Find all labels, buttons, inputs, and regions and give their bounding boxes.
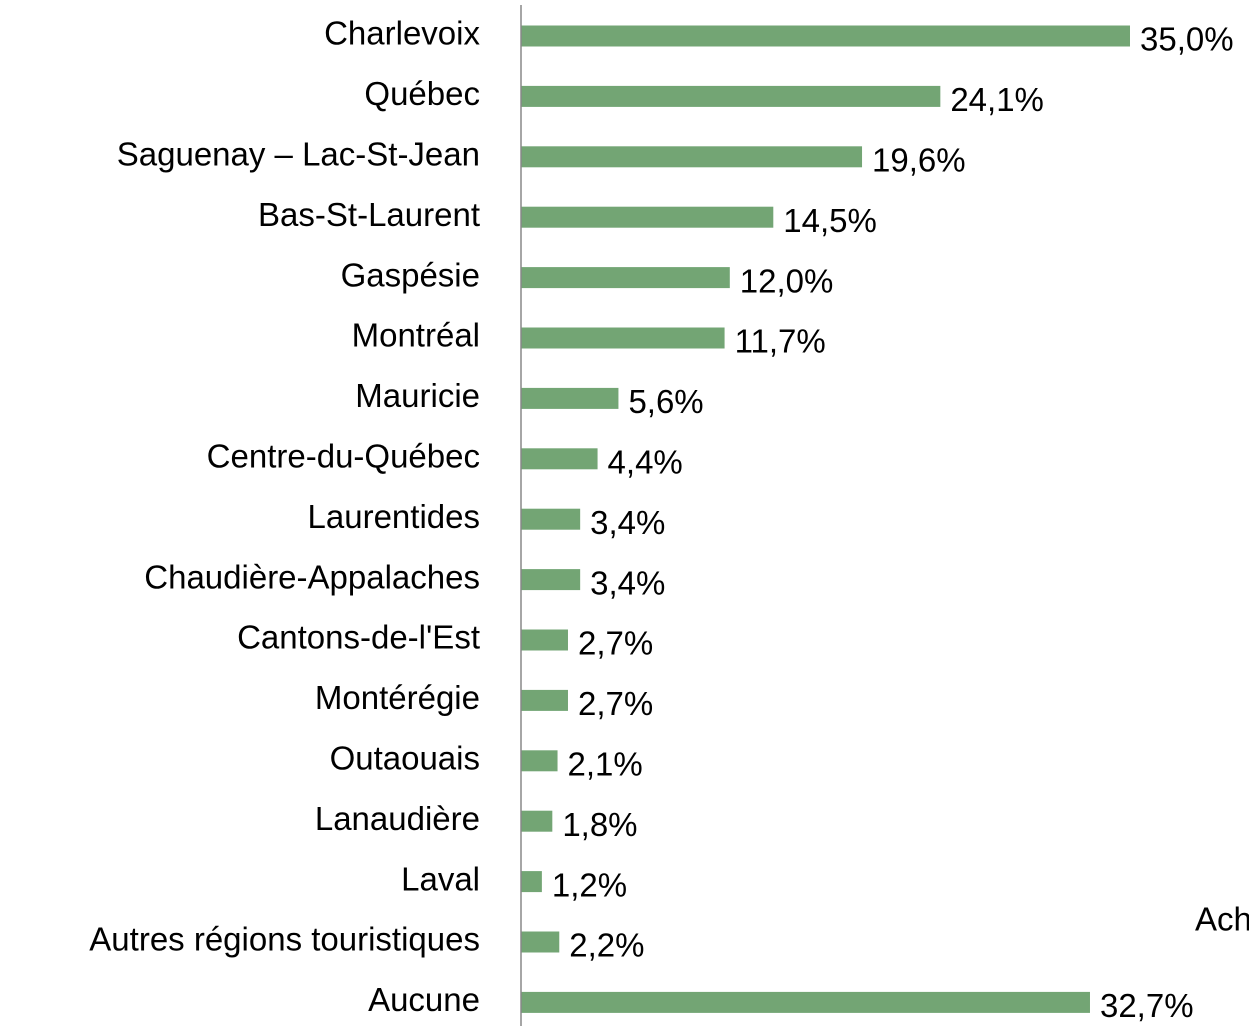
category-label: Québec bbox=[364, 75, 480, 112]
value-label: 3,4% bbox=[590, 564, 665, 601]
category-label: Aucune bbox=[368, 981, 480, 1018]
bar bbox=[521, 750, 558, 772]
category-label: Bas-St-Laurent bbox=[258, 196, 480, 233]
value-label: 2,7% bbox=[578, 685, 653, 722]
bar bbox=[521, 387, 619, 409]
category-label: Laval bbox=[401, 860, 480, 897]
value-label: 14,5% bbox=[783, 202, 877, 239]
category-label: Lanaudière bbox=[315, 800, 480, 837]
bar bbox=[521, 206, 774, 228]
category-label: Laurentides bbox=[308, 498, 480, 535]
bar bbox=[521, 25, 1130, 47]
bar bbox=[521, 871, 542, 893]
value-label: 24,1% bbox=[950, 81, 1044, 118]
value-label: 3,4% bbox=[590, 504, 665, 541]
value-label: 2,1% bbox=[568, 746, 643, 783]
value-label: 4,4% bbox=[608, 444, 683, 481]
bar bbox=[521, 85, 941, 107]
category-label: Gaspésie bbox=[341, 256, 480, 293]
value-label: 12,0% bbox=[740, 262, 834, 299]
value-label: 1,2% bbox=[552, 866, 627, 903]
category-label: Centre-du-Québec bbox=[207, 438, 480, 475]
value-label: 35,0% bbox=[1140, 21, 1234, 58]
category-label: Outaouais bbox=[330, 740, 480, 777]
bar bbox=[521, 931, 560, 953]
bar bbox=[521, 267, 730, 289]
category-label: Mauricie bbox=[355, 377, 480, 414]
bar bbox=[521, 508, 581, 530]
category-label: Montréal bbox=[352, 317, 480, 354]
value-label: 5,6% bbox=[628, 383, 703, 420]
value-label: 32,7% bbox=[1100, 987, 1194, 1024]
category-label: Chaudière-Appalaches bbox=[144, 558, 480, 595]
bar bbox=[521, 146, 863, 168]
category-label: Autres régions touristiques bbox=[89, 921, 480, 958]
bar bbox=[521, 327, 725, 349]
bar bbox=[521, 689, 568, 711]
annotation: Ach bbox=[1195, 901, 1249, 938]
bar bbox=[521, 991, 1090, 1013]
value-label: 2,7% bbox=[578, 625, 653, 662]
value-label: 2,2% bbox=[569, 927, 644, 964]
category-label: Montérégie bbox=[315, 679, 480, 716]
value-label: 11,7% bbox=[735, 323, 826, 360]
bar bbox=[521, 629, 568, 651]
bar bbox=[521, 569, 581, 591]
category-label: Charlevoix bbox=[324, 15, 480, 52]
bar bbox=[521, 448, 598, 470]
category-label: Saguenay – Lac-St-Jean bbox=[117, 136, 480, 173]
value-label: 1,8% bbox=[562, 806, 637, 843]
value-label: 19,6% bbox=[872, 142, 966, 179]
bar bbox=[521, 810, 553, 832]
category-label: Cantons-de-l'Est bbox=[237, 619, 480, 656]
